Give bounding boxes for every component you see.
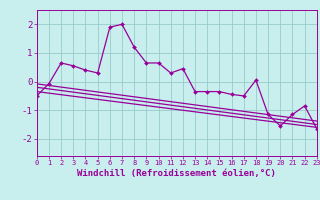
X-axis label: Windchill (Refroidissement éolien,°C): Windchill (Refroidissement éolien,°C) <box>77 169 276 178</box>
